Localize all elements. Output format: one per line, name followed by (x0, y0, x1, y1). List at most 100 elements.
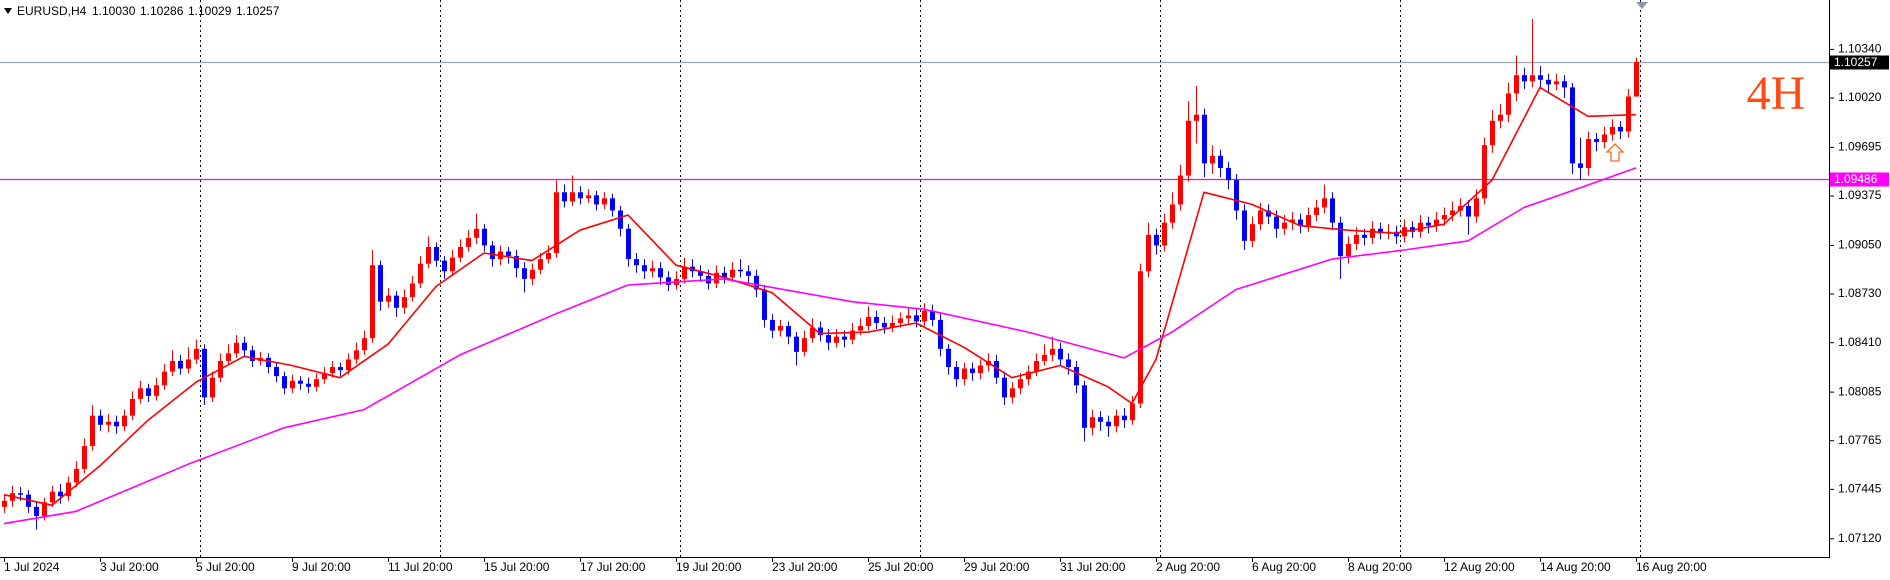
candle-body (842, 336, 847, 340)
candle-body (826, 335, 831, 343)
candle-body (1330, 198, 1335, 223)
candle-body (242, 342, 247, 351)
ohlc-close: 1.10257 (236, 4, 280, 18)
y-tick-label: 1.07445 (1838, 482, 1882, 496)
candle-body (618, 210, 623, 229)
candle-body (66, 482, 71, 497)
candle-body (874, 316, 879, 323)
candle-body (1378, 228, 1383, 234)
candle-body (906, 315, 911, 319)
up-arrow (1605, 143, 1625, 162)
candle-body (1314, 207, 1319, 216)
candle-body (1010, 388, 1015, 398)
y-tick-label: 1.07120 (1838, 531, 1882, 545)
candle-body (658, 268, 663, 278)
candle-body (1322, 198, 1327, 208)
candle-body (1090, 417, 1095, 428)
candle-body (1066, 359, 1071, 368)
candle-body (602, 198, 607, 205)
candle-body (194, 348, 199, 360)
candle-body (234, 342, 239, 354)
candle-body (274, 367, 279, 377)
candle-body (1282, 222, 1287, 229)
candle-body (1266, 210, 1271, 217)
candle-body (570, 192, 575, 202)
candle-body (682, 266, 687, 279)
candle-body (138, 388, 143, 399)
candle-body (1602, 134, 1607, 143)
candle-body (50, 491, 55, 503)
candle-body (890, 322, 895, 328)
candle-body (1618, 126, 1623, 132)
candle-body (754, 275, 759, 290)
ohlc-open: 1.10030 (92, 4, 136, 18)
candle-body (1106, 421, 1111, 427)
candle-body (314, 379, 319, 387)
candle-body (1186, 120, 1191, 176)
header: EURUSD,H4 1.10030 1.10286 1.10029 1.1025… (4, 4, 280, 18)
moving-averages (3, 86, 1637, 525)
candle-body (506, 251, 511, 257)
candle-body (802, 338, 807, 352)
candle-body (1354, 234, 1359, 244)
candle-body (42, 502, 47, 516)
candle-body (1218, 155, 1223, 168)
candle-body (762, 289, 767, 320)
candle-body (202, 348, 207, 398)
candle-body (626, 228, 631, 260)
candle-body (1466, 205, 1471, 217)
candle-body (1626, 96, 1631, 132)
candle-body (1098, 417, 1103, 422)
candle-body (994, 360, 999, 378)
candle-body (450, 257, 455, 272)
candle-body (1546, 79, 1551, 85)
candle-body (306, 383, 311, 387)
candle-body (866, 316, 871, 326)
candle-body (394, 295, 399, 308)
candle-body (1194, 114, 1199, 121)
candle-body (378, 265, 383, 302)
candle-body (1562, 81, 1567, 88)
candle-body (834, 336, 839, 343)
candle-body (338, 367, 343, 371)
candle-body (282, 376, 287, 389)
candle-body (18, 493, 23, 495)
candle-body (970, 368, 975, 374)
candle-body (402, 297, 407, 308)
candle-body (738, 269, 743, 272)
candle-body (178, 360, 183, 369)
price-label-box (1830, 172, 1889, 187)
candle-body (962, 368, 967, 380)
candle-body (1234, 180, 1239, 211)
candle-body (1394, 231, 1399, 237)
candle-body (82, 446, 87, 469)
x-tick-label: 1 Jul 2024 (4, 560, 60, 574)
price-label: 1.10257 (1834, 55, 1878, 69)
candle-body (1434, 219, 1439, 226)
candle-body (210, 377, 215, 398)
candle-body (586, 195, 591, 199)
candle-body (1514, 75, 1519, 94)
candle-body (114, 421, 119, 427)
x-tick-label: 31 Jul 20:00 (1060, 560, 1126, 574)
candle-body (370, 265, 375, 339)
candle-body (146, 388, 151, 396)
candle-body (186, 359, 191, 369)
candle-body (98, 415, 103, 425)
candle-body (1594, 139, 1599, 143)
candles (2, 18, 1639, 530)
candle-body (1426, 222, 1431, 226)
candle-body (746, 271, 751, 276)
candle-body (1370, 228, 1375, 238)
candle-body (1202, 114, 1207, 164)
moving-average (3, 86, 1637, 507)
candle-body (1170, 204, 1175, 223)
candle-body (1610, 126, 1615, 135)
candle-body (1498, 114, 1503, 121)
candle-body (482, 228, 487, 246)
candle-body (1634, 62, 1639, 97)
candle-body (266, 357, 271, 368)
candle-body (810, 327, 815, 339)
candle-body (1482, 145, 1487, 199)
